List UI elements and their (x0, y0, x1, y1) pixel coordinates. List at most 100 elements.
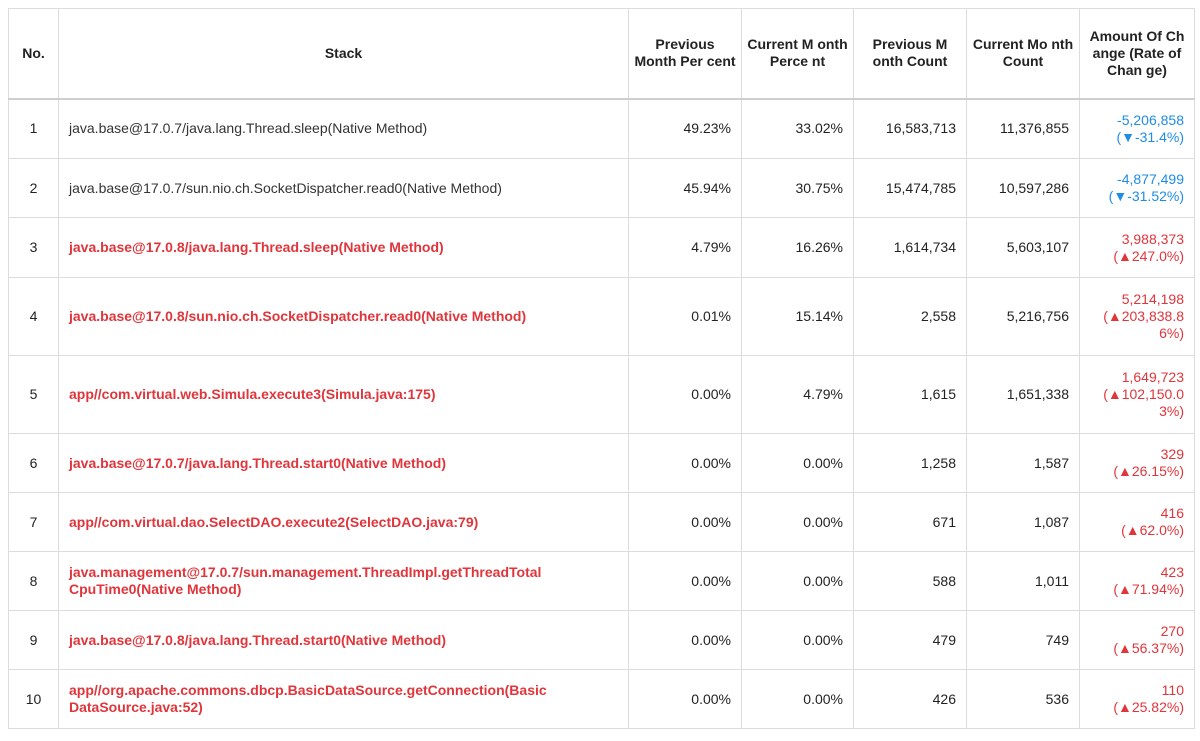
change-amount: 110 (1161, 682, 1184, 698)
stack-comparison-table-container: No. Stack Previous Month Per cent Curren… (8, 8, 1195, 729)
change-amount: -5,206,858 (1117, 111, 1184, 128)
current-month-percent: 30.75% (741, 158, 854, 218)
row-number: 6 (8, 433, 59, 493)
amount-of-change: 110 (▲25.82%) (1079, 669, 1195, 729)
previous-month-count: 588 (853, 551, 967, 611)
previous-month-count: 16,583,713 (853, 98, 967, 159)
table-body: 1 java.base@17.0.7/java.lang.Thread.sleep… (8, 98, 1195, 729)
current-month-percent: 0.00% (741, 433, 854, 493)
change-rate: (▲62.0%) (1121, 522, 1184, 538)
amount-of-change: 329 (▲26.15%) (1079, 433, 1195, 493)
current-month-count: 10,597,286 (966, 158, 1080, 218)
stack-trace: app//com.virtual.dao.SelectDAO.execute2(… (58, 492, 629, 552)
column-header-current-month-percent[interactable]: Current M onth Perce nt (741, 8, 854, 99)
table-row[interactable]: 4 java.base@17.0.8/sun.nio.ch.SocketDispa… (8, 277, 1195, 356)
current-month-percent: 4.79% (741, 355, 854, 434)
current-month-percent: 0.00% (741, 551, 854, 611)
previous-month-percent: 0.00% (628, 551, 742, 611)
current-month-percent: 15.14% (741, 277, 854, 356)
change-rate: (▲71.94%) (1113, 581, 1184, 597)
row-number: 1 (8, 98, 59, 159)
column-header-stack[interactable]: Stack (58, 8, 629, 99)
previous-month-percent: 4.79% (628, 217, 742, 278)
change-amount: -4,877,499 (1117, 171, 1184, 187)
previous-month-percent: 0.00% (628, 669, 742, 729)
previous-month-count: 671 (853, 492, 967, 552)
previous-month-percent: 0.00% (628, 433, 742, 493)
current-month-count: 1,087 (966, 492, 1080, 552)
previous-month-percent: 0.00% (628, 492, 742, 552)
table-row[interactable]: 9 java.base@17.0.8/java.lang.Thread.start… (8, 610, 1195, 670)
change-rate: (▲102,150.0 3%) (1103, 386, 1184, 419)
previous-month-percent: 45.94% (628, 158, 742, 218)
previous-month-percent: 0.00% (628, 610, 742, 670)
change-amount: 416 (1160, 505, 1184, 521)
column-header-no[interactable]: No. (8, 8, 59, 99)
previous-month-percent: 0.01% (628, 277, 742, 356)
stack-trace: java.management@17.0.7/sun.management.Th… (58, 551, 629, 611)
previous-month-percent: 0.00% (628, 355, 742, 434)
change-rate: (▲26.15%) (1113, 463, 1184, 479)
current-month-percent: 33.02% (741, 98, 854, 159)
change-rate: (▲56.37%) (1113, 640, 1184, 656)
change-amount: 1,649,723 (1121, 369, 1184, 385)
current-month-percent: 16.26% (741, 217, 854, 278)
amount-of-change: 5,214,198 (▲203,838.8 6%) (1079, 277, 1195, 356)
change-rate: (▼-31.52%) (1108, 188, 1184, 204)
stack-trace: app//com.virtual.web.Simula.execute3(Sim… (58, 355, 629, 434)
change-amount: 329 (1160, 446, 1184, 462)
previous-month-count: 1,258 (853, 433, 967, 493)
amount-of-change: 416 (▲62.0%) (1079, 492, 1195, 552)
change-amount: 423 (1160, 564, 1184, 580)
amount-of-change: 270 (▲56.37%) (1079, 610, 1195, 670)
row-number: 8 (8, 551, 59, 611)
change-amount: 3,988,373 (1121, 230, 1184, 247)
table-row[interactable]: 7 app//com.virtual.dao.SelectDAO.execute2… (8, 492, 1195, 552)
row-number: 10 (8, 669, 59, 729)
row-number: 4 (8, 277, 59, 356)
current-month-count: 5,216,756 (966, 277, 1080, 356)
amount-of-change: -4,877,499 (▼-31.52%) (1079, 158, 1195, 218)
stack-trace: java.base@17.0.7/java.lang.Thread.sleep(… (58, 98, 629, 159)
table-row[interactable]: 5 app//com.virtual.web.Simula.execute3(Si… (8, 355, 1195, 434)
stack-trace: java.base@17.0.7/sun.nio.ch.SocketDispat… (58, 158, 629, 218)
current-month-count: 1,011 (966, 551, 1080, 611)
stack-trace: java.base@17.0.8/java.lang.Thread.sleep(… (58, 217, 629, 278)
current-month-count: 11,376,855 (966, 98, 1080, 159)
current-month-count: 1,651,338 (966, 355, 1080, 434)
amount-of-change: 423 (▲71.94%) (1079, 551, 1195, 611)
previous-month-count: 1,615 (853, 355, 967, 434)
previous-month-count: 15,474,785 (853, 158, 967, 218)
current-month-percent: 0.00% (741, 610, 854, 670)
table-row[interactable]: 1 java.base@17.0.7/java.lang.Thread.sleep… (8, 98, 1195, 159)
table-row[interactable]: 8 java.management@17.0.7/sun.management.T… (8, 551, 1195, 611)
stack-trace: java.base@17.0.8/sun.nio.ch.SocketDispat… (58, 277, 629, 356)
current-month-count: 1,587 (966, 433, 1080, 493)
column-header-amount-of-change[interactable]: Amount Of Ch ange (Rate of Chan ge) (1079, 8, 1195, 99)
current-month-count: 5,603,107 (966, 217, 1080, 278)
change-rate: (▲247.0%) (1113, 247, 1184, 264)
table-row[interactable]: 6 java.base@17.0.7/java.lang.Thread.start… (8, 433, 1195, 493)
row-number: 2 (8, 158, 59, 218)
current-month-percent: 0.00% (741, 492, 854, 552)
column-header-previous-month-percent[interactable]: Previous Month Per cent (628, 8, 742, 99)
change-amount: 270 (1160, 623, 1184, 639)
table-row[interactable]: 3 java.base@17.0.8/java.lang.Thread.sleep… (8, 217, 1195, 278)
row-number: 3 (8, 217, 59, 278)
row-number: 5 (8, 355, 59, 434)
column-header-previous-month-count[interactable]: Previous M onth Count (853, 8, 967, 99)
current-month-count: 536 (966, 669, 1080, 729)
amount-of-change: 1,649,723 (▲102,150.0 3%) (1079, 355, 1195, 434)
row-number: 9 (8, 610, 59, 670)
header-row: No. Stack Previous Month Per cent Curren… (8, 8, 1195, 99)
amount-of-change: -5,206,858 (▼-31.4%) (1079, 98, 1195, 159)
change-rate: (▲25.82%) (1113, 699, 1184, 715)
table-row[interactable]: 10 app//org.apache.commons.dbcp.BasicData… (8, 669, 1195, 729)
stack-trace: app//org.apache.commons.dbcp.BasicDataSo… (58, 669, 629, 729)
row-number: 7 (8, 492, 59, 552)
current-month-percent: 0.00% (741, 669, 854, 729)
change-amount: 5,214,198 (1121, 291, 1184, 307)
column-header-current-month-count[interactable]: Current Mo nth Count (966, 8, 1080, 99)
table-row[interactable]: 2 java.base@17.0.7/sun.nio.ch.SocketDispa… (8, 158, 1195, 218)
stack-comparison-table: No. Stack Previous Month Per cent Curren… (8, 8, 1195, 729)
